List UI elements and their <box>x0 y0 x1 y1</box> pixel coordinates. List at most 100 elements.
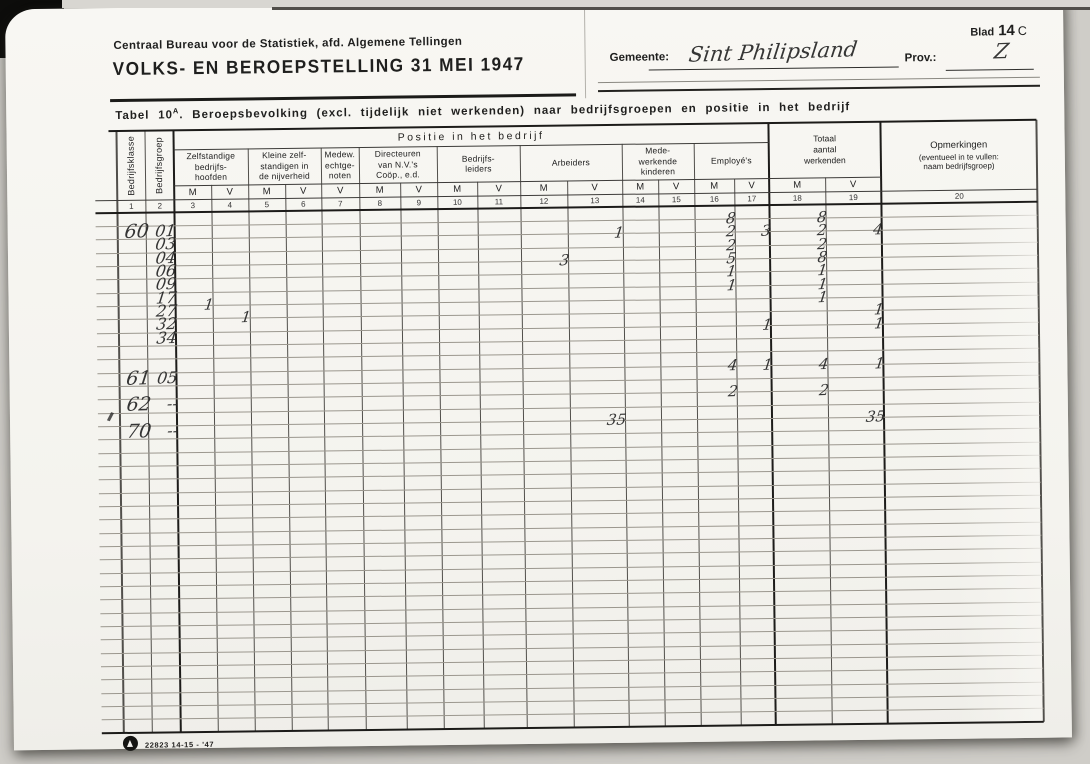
column-number: 15 <box>671 195 681 205</box>
handwritten-value: 1 <box>873 313 886 333</box>
column-group-header: Kleine zelf-standigen in de nijverheid <box>248 148 321 185</box>
column-group-header-line: Coöp., e.d. <box>376 169 420 181</box>
table-grid-vline <box>657 179 666 727</box>
table-grid-vline <box>358 147 367 731</box>
table-grid-vline <box>767 123 777 726</box>
table-grid-vline <box>210 184 219 732</box>
print-footer: 22823 14-15 - '47 <box>122 735 215 751</box>
column-group-header-line: Zelfstandige <box>186 150 236 162</box>
sex-column-header: M <box>793 179 802 191</box>
sex-column-header: M <box>636 181 645 193</box>
column-number: 18 <box>792 193 802 203</box>
sex-column-header: V <box>591 181 598 193</box>
column-group-header-line: Medew. <box>324 149 356 160</box>
sex-column-header: V <box>495 182 502 194</box>
column-group-header: Directeuren van N.V.'s Coöp., e.d. <box>359 146 437 183</box>
column-group-header-line: echtge- <box>324 159 355 171</box>
handwritten-value: 35 <box>864 407 887 426</box>
column-group-header-line: werkende <box>638 155 678 167</box>
column-group-header-line: Mede- <box>645 145 671 156</box>
column-group-header-line: de nijverheid <box>259 170 310 182</box>
column-number: 20 <box>954 191 964 201</box>
column-group-header-line: Employé's <box>710 155 752 166</box>
scan-top-edge <box>62 0 1090 8</box>
opmerkingen-title: Opmerkingen <box>930 138 988 151</box>
table-grid-vline <box>320 147 329 731</box>
column-group-header: Zelfstandige bedrijfs-hoofden <box>174 148 248 185</box>
handwritten-value: 1 <box>873 353 886 373</box>
column-number: 4 <box>227 200 233 210</box>
column-number: 17 <box>747 194 757 204</box>
handwritten-value: 1 <box>613 223 626 243</box>
sex-column-header: M <box>453 183 462 195</box>
column-group-header-line: noten <box>328 170 352 181</box>
column-group-header: Bedrijfs-leiders <box>437 145 520 182</box>
handwritten-value: 35 <box>605 410 628 430</box>
scan-top-edge-line <box>272 7 1090 10</box>
column-group-header-line: Bedrijfs- <box>461 152 495 164</box>
handwritten-bedrijfsgroep: 05 <box>155 367 179 388</box>
sex-column-header: V <box>415 183 422 195</box>
column-number: 19 <box>848 192 858 203</box>
bedrijfsgroep-column-label: Bedrijfsgroep <box>153 136 165 195</box>
handwritten-value: 2 <box>727 382 739 401</box>
print-code: 22823 14-15 - '47 <box>144 739 215 750</box>
column-group-header: Employé's <box>694 142 769 179</box>
handwritten-value: 1 <box>240 308 253 327</box>
opmerkingen-subline: naam bedrijfsgroep) <box>923 161 995 172</box>
column-group-header: Mede-werkende kinderen <box>622 143 694 180</box>
handwritten-value: 1 <box>816 287 829 307</box>
column-number: 9 <box>416 198 422 208</box>
bedrijfsklasse-column-label: Bedrijfsklasse <box>125 135 137 196</box>
handwritten-value: 1 <box>725 275 738 295</box>
column-number: 12 <box>539 196 549 206</box>
column-number: 11 <box>494 197 504 207</box>
column-number: 16 <box>709 194 719 204</box>
column-group-header: Medew. echtge-noten <box>321 147 359 183</box>
sex-column-header: V <box>299 185 307 197</box>
handwritten-bedrijfsgroep: -- <box>166 420 180 441</box>
sex-column-header: M <box>539 182 548 194</box>
handwritten-bedrijfsgroep: 34 <box>155 327 179 348</box>
table-grid-vline <box>519 145 528 729</box>
table-grid-vline <box>436 146 445 730</box>
table-grid-vline <box>284 183 293 731</box>
handwritten-value: 1 <box>761 355 774 374</box>
column-number: 2 <box>157 201 163 211</box>
sex-column-header: V <box>748 179 755 191</box>
sex-column-header: M <box>710 180 719 192</box>
sex-column-header: M <box>262 185 271 197</box>
column-group-header-line: van N.V.'s <box>377 159 418 170</box>
column-number: 8 <box>377 198 383 208</box>
sex-column-header: V <box>672 180 680 192</box>
column-group-header-line: kinderen <box>640 166 676 177</box>
opmerkingen-column-header: Opmerkingen (eventueel in te vullen: naa… <box>880 120 1037 191</box>
totaal-line: aantal <box>813 144 837 155</box>
table-grid-vline <box>399 182 408 730</box>
handwritten-value: 2 <box>818 381 830 400</box>
sex-column-header: M <box>188 186 197 198</box>
totaal-line: werkenden <box>804 155 846 166</box>
column-group-header-line: Directeuren <box>374 148 421 160</box>
handwritten-value: 3 <box>558 251 571 270</box>
totaal-line: Totaal <box>813 133 837 144</box>
table-grid-vline <box>247 148 256 732</box>
column-group-header-line: Kleine zelf- <box>261 149 307 161</box>
column-group-header-line: bedrijfs- <box>194 161 227 172</box>
table-grid-vline <box>476 181 485 729</box>
sex-column-header: V <box>849 178 857 190</box>
column-number: 13 <box>590 196 600 206</box>
handwritten-bedrijfsgroep: -- <box>165 394 180 414</box>
scan-fade-overlay <box>952 202 1043 722</box>
column-group-header-line: leiders <box>465 163 492 174</box>
sex-column-header: V <box>336 184 344 196</box>
column-number: 5 <box>264 200 270 210</box>
handwritten-value: 4 <box>872 220 884 239</box>
handwritten-value: 1 <box>203 295 215 314</box>
handwritten-value: 4 <box>817 354 830 373</box>
column-number: 14 <box>635 195 645 205</box>
column-number: 10 <box>452 197 462 207</box>
